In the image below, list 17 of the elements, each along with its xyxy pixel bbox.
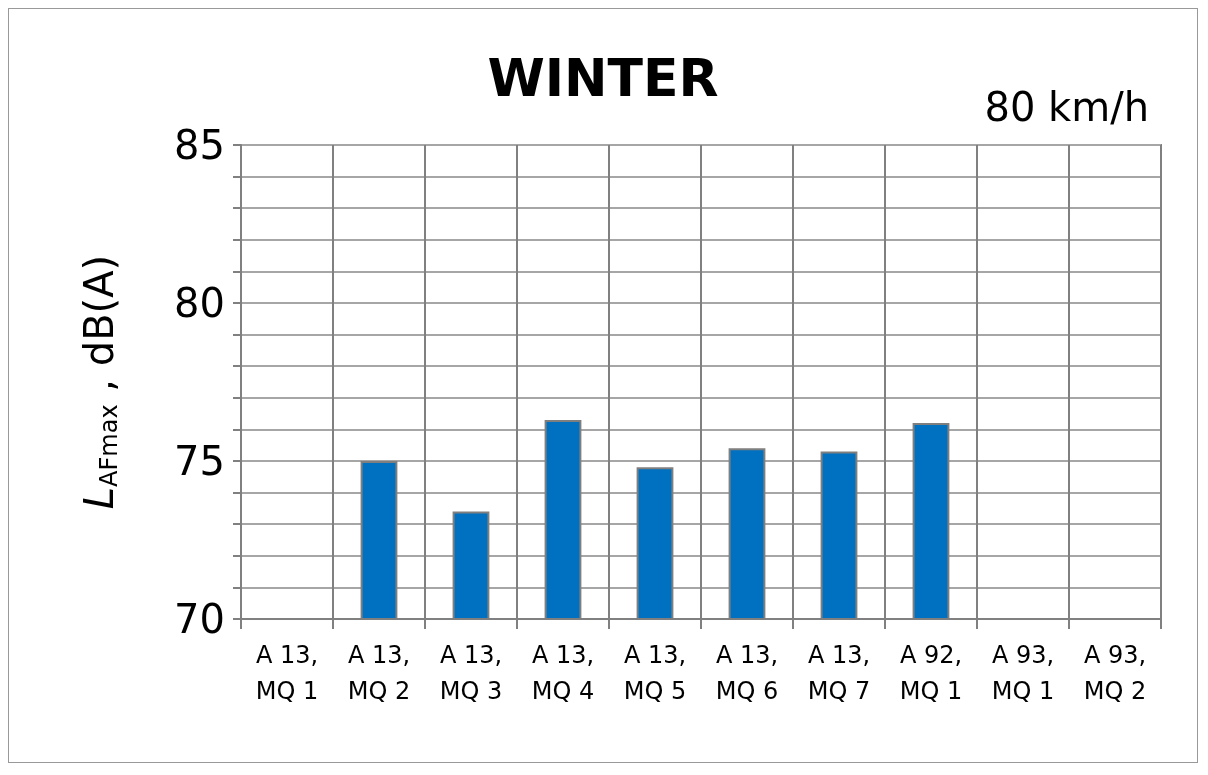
y-tick-label: 85 <box>174 122 225 168</box>
x-tick-label: A 13, MQ 1 <box>255 641 319 705</box>
x-tick-label: A 93, MQ 2 <box>1083 641 1147 705</box>
y-tick-label: 70 <box>174 596 225 642</box>
x-tick-label: A 13, MQ 7 <box>807 641 871 705</box>
x-tick-label: A 13, MQ 3 <box>439 641 503 705</box>
x-tick-label: A 92, MQ 1 <box>899 641 963 705</box>
text: 80 km/h <box>984 84 1150 130</box>
x-tick-label: A 13, MQ 6 <box>715 641 779 705</box>
x-tick-label: A 93, MQ 1 <box>991 641 1055 705</box>
x-tick-label: A 13, MQ 5 <box>623 641 687 705</box>
x-tick-label: A 13, MQ 4 <box>531 641 595 705</box>
chart-title: WINTER <box>487 48 719 108</box>
y-tick-label: 80 <box>174 280 225 326</box>
y-tick-label: 75 <box>174 438 225 484</box>
y-axis-title: LAFmax , dB(A) <box>76 254 123 510</box>
x-tick-label: A 13, MQ 2 <box>347 641 411 705</box>
